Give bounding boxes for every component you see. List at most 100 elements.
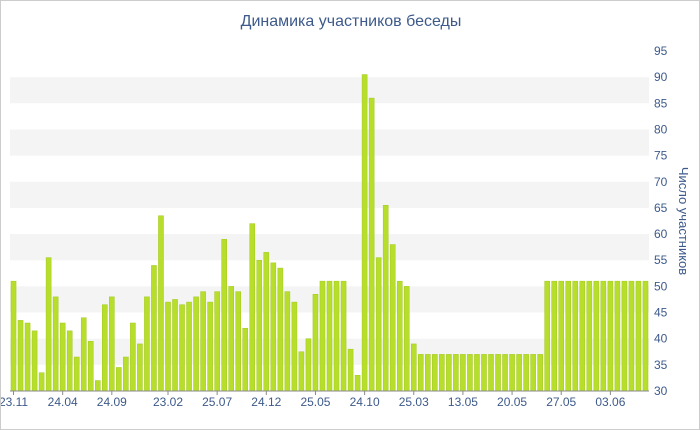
bar xyxy=(642,280,649,392)
bar xyxy=(635,280,642,392)
bar xyxy=(179,304,185,392)
bar xyxy=(151,265,157,392)
bar xyxy=(87,341,94,392)
bar xyxy=(186,301,192,392)
bar xyxy=(228,286,234,392)
x-tick-label: 24.10 xyxy=(350,395,380,409)
bar xyxy=(38,372,45,392)
bar xyxy=(460,354,466,392)
bar xyxy=(207,301,213,392)
chart-title: Динамика участников беседы xyxy=(240,13,462,30)
bar xyxy=(558,280,565,392)
bar xyxy=(516,354,522,392)
bar xyxy=(172,299,178,392)
bar xyxy=(137,343,143,392)
y-tick-label: 90 xyxy=(654,70,668,84)
bar xyxy=(305,338,312,392)
bar xyxy=(144,296,150,392)
bar xyxy=(102,304,108,392)
bar xyxy=(474,354,480,392)
bar xyxy=(551,280,557,392)
y-tick-label: 30 xyxy=(654,384,668,398)
bar xyxy=(361,74,368,392)
bar xyxy=(59,322,66,392)
bar xyxy=(347,348,354,392)
bar xyxy=(628,280,635,392)
bar xyxy=(382,205,389,392)
y-axis-label: Число участников xyxy=(676,167,691,275)
bar xyxy=(24,322,31,392)
bar xyxy=(109,296,115,392)
bar xyxy=(368,97,375,392)
x-tick-label: 27.05 xyxy=(546,395,576,409)
x-tick-label: 25.03 xyxy=(399,395,429,409)
bar xyxy=(403,286,410,392)
y-tick-label: 70 xyxy=(654,175,668,189)
x-tick-label: 23.11 xyxy=(1,395,28,409)
bar xyxy=(95,380,101,392)
y-tick-label: 85 xyxy=(654,96,668,110)
x-tick-label: 25.07 xyxy=(202,395,232,409)
bar xyxy=(319,280,326,392)
bar xyxy=(284,291,291,392)
bar xyxy=(481,354,487,392)
bar xyxy=(214,291,220,392)
bar xyxy=(193,296,199,392)
bar xyxy=(45,257,52,392)
bar xyxy=(410,343,417,392)
y-tick-label: 75 xyxy=(654,149,668,163)
y-tick-label: 60 xyxy=(654,227,668,241)
x-tick-label: 24.04 xyxy=(48,395,78,409)
bar xyxy=(17,320,24,392)
x-tick-label: 23.02 xyxy=(153,395,183,409)
bar xyxy=(600,280,607,392)
grid-band xyxy=(10,234,649,261)
bar xyxy=(277,267,284,392)
bar xyxy=(130,322,136,392)
x-tick-label: 25.05 xyxy=(300,395,330,409)
bar xyxy=(123,356,129,392)
bar xyxy=(270,262,277,392)
bar xyxy=(326,280,333,392)
bar xyxy=(333,280,340,392)
y-tick-label: 35 xyxy=(654,358,668,372)
bar xyxy=(418,354,424,392)
y-tick-label: 55 xyxy=(654,253,668,267)
bar xyxy=(340,280,347,392)
y-tick-label: 95 xyxy=(654,44,668,58)
y-tick-label: 45 xyxy=(654,306,668,320)
bar xyxy=(565,280,572,392)
bar xyxy=(614,280,621,392)
grid-band xyxy=(10,77,649,104)
bar xyxy=(446,354,452,392)
x-tick-label: 24.09 xyxy=(97,395,127,409)
bar xyxy=(439,354,445,392)
y-tick-label: 50 xyxy=(654,279,668,293)
bar xyxy=(530,354,536,392)
bar xyxy=(502,354,508,392)
bar xyxy=(73,356,80,392)
grid-band xyxy=(10,129,649,156)
bar xyxy=(66,330,73,392)
bar xyxy=(432,354,438,392)
bar xyxy=(116,367,122,392)
x-tick-label: 03.06 xyxy=(595,395,625,409)
bar xyxy=(523,354,529,392)
bar xyxy=(537,354,543,392)
bar xyxy=(249,223,256,392)
bar xyxy=(221,239,227,392)
bar xyxy=(586,280,593,392)
bar xyxy=(242,327,249,392)
bar xyxy=(263,252,270,392)
bar xyxy=(453,354,459,392)
bar xyxy=(488,354,494,392)
x-tick-label: 13.05 xyxy=(448,395,478,409)
bar xyxy=(235,291,242,392)
bar xyxy=(80,317,87,392)
bar xyxy=(607,280,614,392)
bar xyxy=(389,244,396,392)
bar xyxy=(291,301,298,392)
bar xyxy=(31,330,38,392)
bar xyxy=(52,296,59,392)
